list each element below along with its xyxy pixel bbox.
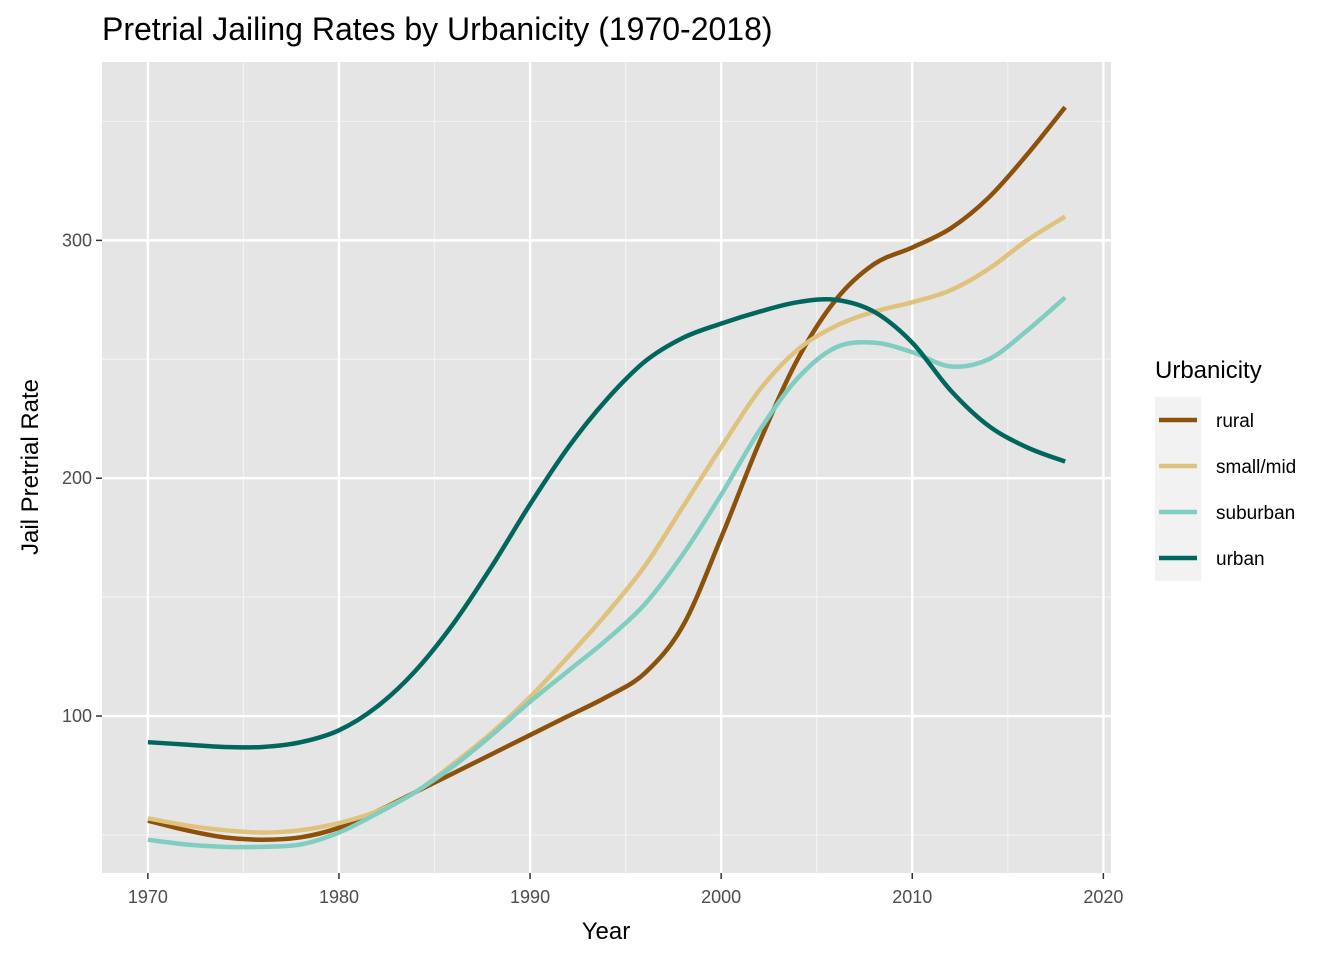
y-axis: 100 200 300 bbox=[62, 230, 102, 726]
x-tick-label: 2020 bbox=[1083, 887, 1123, 907]
series-lines bbox=[147, 105, 1067, 850]
legend-title: Urbanicity bbox=[1155, 357, 1262, 384]
plot-panel bbox=[102, 62, 1111, 873]
x-tick-label: 2010 bbox=[892, 887, 932, 907]
legend: Urbanicity rural small/mid suburban urban bbox=[1155, 357, 1296, 581]
x-axis: 1970 1980 1990 2000 2010 2020 bbox=[128, 873, 1123, 907]
series-line-rural bbox=[147, 105, 1067, 842]
legend-keys: rural small/mid suburban urban bbox=[1155, 397, 1296, 581]
legend-label-small-mid: small/mid bbox=[1216, 457, 1296, 478]
chart-title: Pretrial Jailing Rates by Urbanicity (19… bbox=[102, 11, 773, 47]
series-line-small-mid bbox=[147, 214, 1067, 835]
x-tick-label: 1980 bbox=[319, 887, 359, 907]
x-axis-title: Year bbox=[582, 918, 631, 945]
series-line-urban bbox=[147, 297, 1066, 750]
grid-major bbox=[102, 62, 1111, 873]
legend-label-urban: urban bbox=[1216, 549, 1265, 570]
legend-label-rural: rural bbox=[1216, 411, 1254, 432]
y-axis-title: Jail Pretrial Rate bbox=[17, 379, 44, 555]
y-tick-label: 100 bbox=[62, 706, 92, 726]
x-tick-label: 2000 bbox=[701, 887, 741, 907]
grid-minor bbox=[102, 62, 1111, 873]
y-tick-label: 200 bbox=[62, 468, 92, 488]
x-tick-label: 1990 bbox=[510, 887, 550, 907]
legend-label-suburban: suburban bbox=[1216, 503, 1295, 524]
series-line-suburban bbox=[147, 295, 1067, 850]
y-tick-label: 300 bbox=[62, 230, 92, 250]
x-tick-label: 1970 bbox=[128, 887, 168, 907]
